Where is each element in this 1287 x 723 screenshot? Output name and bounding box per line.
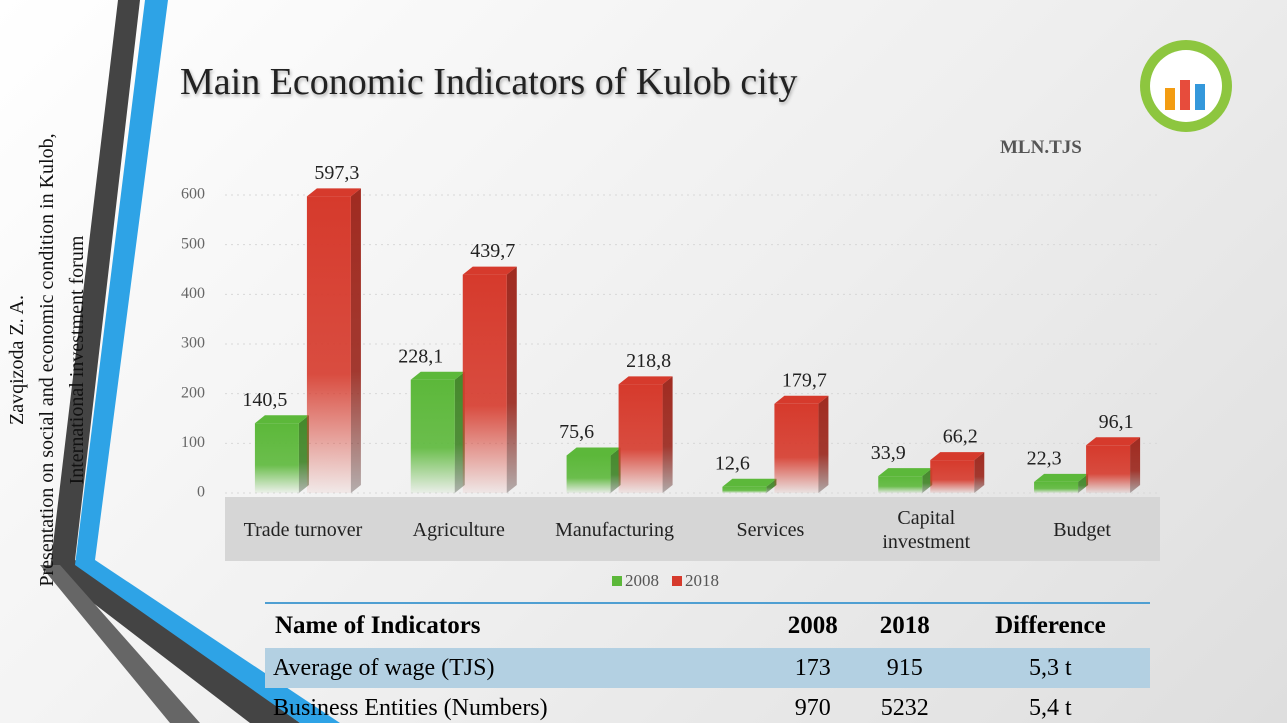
bar: [307, 196, 351, 493]
bar: [255, 423, 299, 493]
bar-side-shade: [1130, 437, 1140, 493]
legend-label: 2008: [625, 571, 659, 590]
cell: Business Entities (Numbers): [265, 688, 767, 723]
y-tick-label: 200: [181, 384, 205, 401]
logo: [1165, 88, 1175, 110]
bar: [1086, 445, 1130, 493]
x-tick-label: Services: [695, 518, 845, 542]
x-tick-label: Manufacturing: [540, 518, 690, 542]
cell: Average of wage (TJS): [265, 648, 767, 688]
header-cell: 2018: [859, 603, 951, 648]
bar: [722, 487, 766, 493]
header-cell: Difference: [951, 603, 1150, 648]
data-label: 96,1: [1099, 411, 1134, 433]
data-label: 439,7: [470, 240, 515, 262]
data-label: 22,3: [1027, 448, 1062, 470]
bar: [411, 380, 455, 493]
bar: [463, 275, 507, 493]
x-tick-label: Capital investment: [851, 506, 1001, 554]
data-label: 75,6: [559, 421, 594, 443]
bar: [567, 455, 611, 493]
legend-label: 2018: [685, 571, 719, 590]
legend-swatch: [672, 576, 682, 586]
slide: 20082018 0100200300400500600140,5597,322…: [0, 0, 1287, 723]
y-tick-label: 600: [181, 186, 205, 203]
bar-side-shade: [351, 188, 361, 493]
header-cell: Name of Indicators: [265, 603, 767, 648]
data-label: 66,2: [943, 426, 978, 448]
bar-side-shade: [818, 396, 828, 493]
data-label: 228,1: [398, 345, 443, 367]
title: Main Economic Indicators of Kulob city: [180, 60, 797, 104]
bar: [619, 384, 663, 493]
logo: [1195, 84, 1205, 110]
unit-label: MLN.TJS: [1000, 137, 1082, 159]
header-cell: 2008: [767, 603, 859, 648]
bar-side-shade: [663, 376, 673, 493]
presentation: Presentation on social and economic cond…: [32, 80, 62, 640]
data-label: 218,8: [626, 350, 671, 372]
y-tick-label: 400: [181, 285, 205, 302]
bar: [1034, 482, 1078, 493]
cell: 970: [767, 688, 859, 723]
bar: [774, 404, 818, 493]
y-tick-label: 300: [181, 335, 205, 352]
data-label: 179,7: [782, 369, 827, 391]
logo: [1180, 80, 1190, 110]
x-tick-label: Agriculture: [384, 518, 534, 542]
data-label: 140,5: [242, 389, 287, 411]
y-tick-label: 100: [181, 434, 205, 451]
legend-swatch: [612, 576, 622, 586]
cell: 5,4 t: [951, 688, 1150, 723]
x-tick-label: Trade turnover: [228, 518, 378, 542]
side-text: Zavqizoda Z. A. Presentation on social a…: [2, 80, 102, 640]
bar: [878, 476, 922, 493]
cell: 915: [859, 648, 951, 688]
data-label: 12,6: [715, 452, 750, 474]
data-label: 597,3: [314, 162, 359, 184]
y-tick-label: 500: [181, 235, 205, 252]
author: Zavqizoda Z. A.: [2, 80, 32, 640]
cell: 5232: [859, 688, 951, 723]
x-tick-label: Budget: [1007, 518, 1157, 542]
event: International investment forum: [62, 80, 92, 640]
cell: 5,3 t: [951, 648, 1150, 688]
bar-side-shade: [507, 267, 517, 493]
y-tick-label: 0: [197, 484, 205, 501]
data-label: 33,9: [871, 442, 906, 464]
cell: 173: [767, 648, 859, 688]
bar: [930, 460, 974, 493]
